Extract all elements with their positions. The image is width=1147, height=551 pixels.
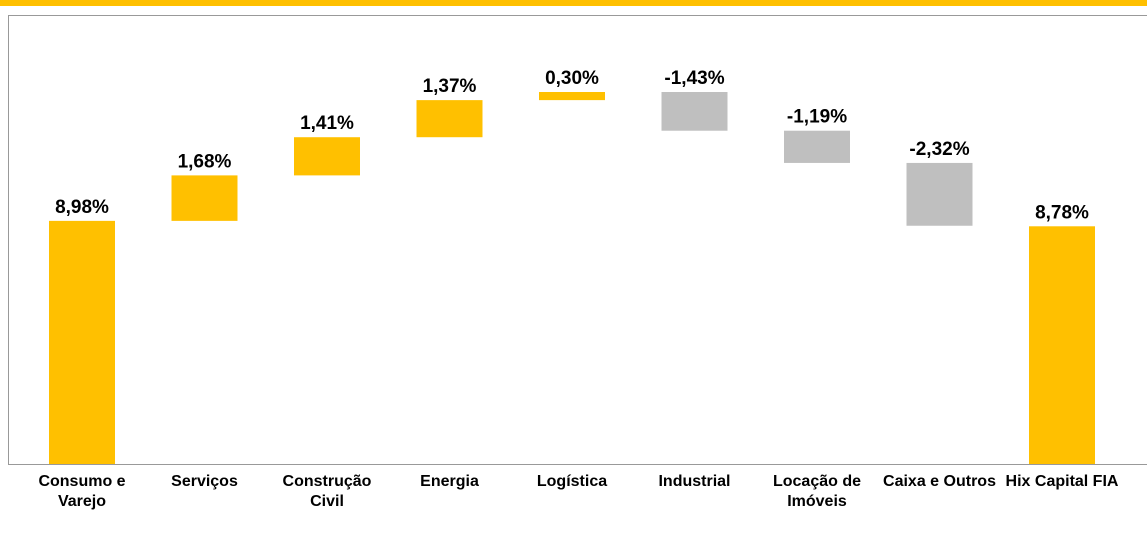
- bar: [661, 92, 728, 131]
- bar: [784, 130, 850, 163]
- plot-frame: [8, 15, 1147, 465]
- bar: [539, 92, 605, 101]
- bar: [171, 175, 238, 221]
- value-label: -2,32%: [909, 139, 969, 160]
- value-label: -1,19%: [787, 107, 847, 128]
- x-tick-label: Serviços: [171, 473, 238, 490]
- bar: [906, 162, 973, 226]
- top-bar: [0, 0, 1147, 6]
- value-label: -1,43%: [664, 68, 724, 89]
- bar: [49, 220, 115, 464]
- value-label: 8,98%: [55, 197, 109, 218]
- value-label: 0,30%: [545, 68, 599, 89]
- value-label: 1,37%: [423, 76, 477, 97]
- x-tick-label: Construção Civil: [282, 473, 372, 510]
- x-tick-label: Locação de Imóveis: [772, 473, 862, 510]
- bar: [294, 137, 360, 176]
- x-tick-label: Consumo e Varejo: [38, 473, 126, 510]
- value-label: 1,41%: [300, 113, 354, 134]
- bar: [416, 100, 483, 138]
- x-tick-label: Hix Capital FIA: [1005, 473, 1119, 490]
- x-tick-label: Energia: [420, 473, 479, 490]
- x-tick-label: Industrial: [658, 473, 731, 490]
- bar: [1029, 226, 1095, 464]
- x-tick-label: Logística: [536, 473, 608, 490]
- x-tick-label: Caixa e Outros: [883, 473, 996, 490]
- value-label: 8,78%: [1035, 202, 1089, 223]
- value-label: 1,68%: [178, 151, 232, 172]
